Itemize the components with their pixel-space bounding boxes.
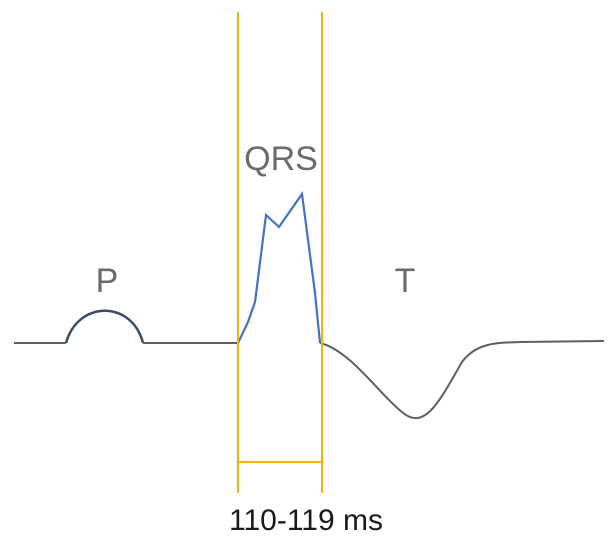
- qrs-duration-label: 110-119 ms: [229, 504, 383, 537]
- t-wave-label: T: [395, 262, 416, 300]
- qrs-complex-trace: [237, 191, 322, 344]
- p-wave: [64, 309, 145, 344]
- p-wave-label: P: [96, 262, 119, 300]
- t-wave: [319, 341, 521, 420]
- baseline-end: [519, 340, 605, 343]
- qrs-complex-label: QRS: [244, 140, 318, 178]
